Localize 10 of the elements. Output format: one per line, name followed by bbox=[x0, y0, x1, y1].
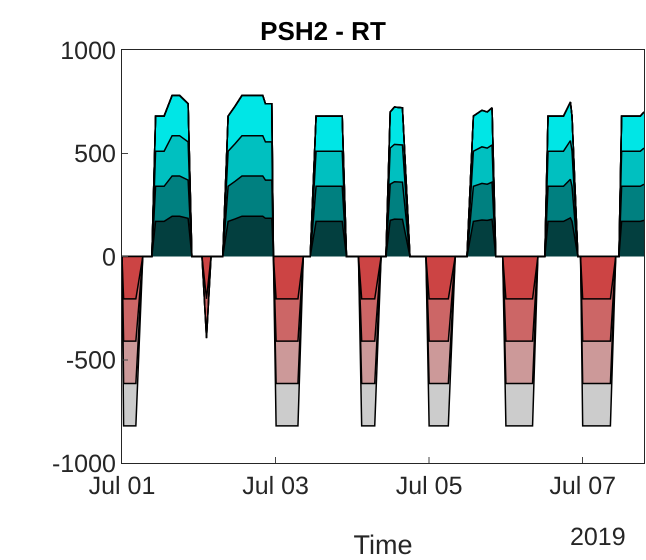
y-tick-label: 1000 bbox=[60, 36, 116, 65]
text: 2019 bbox=[570, 523, 626, 551]
x-axis-title: Time bbox=[354, 530, 412, 560]
y-tick-label: -500 bbox=[66, 346, 116, 374]
x-tick-label: Jul 03 bbox=[242, 472, 309, 500]
chart-title: PSH2 - RT bbox=[260, 16, 386, 46]
y-tick-label: 0 bbox=[102, 243, 116, 272]
x-tick-label: Jul 05 bbox=[396, 472, 462, 500]
y-tick-label: 500 bbox=[74, 140, 116, 168]
x-tick-label: Jul 07 bbox=[549, 472, 616, 500]
